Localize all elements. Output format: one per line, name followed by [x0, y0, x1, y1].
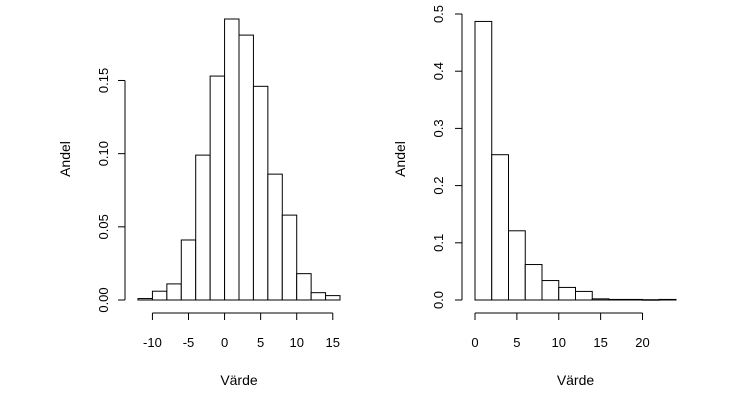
histogram-bar [180, 239, 197, 301]
y-tick-label: 0.3 [431, 119, 446, 137]
histogram-bar [325, 295, 341, 301]
y-tick-label: 0.4 [431, 62, 446, 80]
histogram-bar [224, 18, 240, 301]
x-tick-label: 20 [635, 335, 649, 350]
histogram-bar [491, 154, 509, 301]
histogram-bar [642, 299, 660, 301]
histogram-bar [195, 154, 211, 301]
histogram-bar [508, 230, 526, 301]
y-axis-title: Andel [57, 141, 73, 177]
histogram-bar [296, 273, 312, 301]
y-tick-label: 0.0 [431, 291, 446, 309]
x-tick-label: 15 [326, 335, 340, 350]
y-tick-label: 0.00 [96, 287, 111, 312]
histogram-bar [310, 292, 327, 301]
histogram-bar [524, 264, 543, 301]
histogram-bar [575, 290, 593, 301]
histogram-bar [558, 286, 576, 301]
histogram-bar [137, 298, 153, 301]
y-tick-label: 0.2 [431, 177, 446, 195]
x-tick-label: 5 [257, 335, 264, 350]
histogram-bar [252, 85, 269, 301]
y-tick-label: 0.05 [96, 214, 111, 239]
y-axis-title: Andel [392, 141, 408, 177]
y-tick-label: 0.5 [431, 5, 446, 23]
x-tick-label: -5 [183, 335, 195, 350]
histogram-bar [238, 34, 254, 301]
x-tick-label: 15 [593, 335, 607, 350]
histogram-bar [591, 298, 610, 301]
x-tick-label: -10 [143, 335, 162, 350]
histogram-bar [267, 173, 283, 301]
histogram-bar [166, 283, 182, 301]
x-tick-label: 10 [289, 335, 303, 350]
histogram-bar [474, 20, 493, 301]
histogram-bar [209, 75, 226, 301]
x-axis-title: Värde [557, 372, 595, 388]
y-tick-label: 0.10 [96, 141, 111, 166]
x-tick-label: 10 [552, 335, 566, 350]
histogram-bar [281, 214, 298, 301]
y-tick-label: 0.15 [96, 68, 111, 93]
right-histogram-panel: 0 5 10 15 20 0.0 0.1 0.2 0.3 0.4 0.5 Värde Andel [392, 5, 677, 388]
histogram-bar [658, 298, 677, 301]
x-axis-title: Värde [220, 372, 258, 388]
x-tick-label: 0 [221, 335, 228, 350]
left-histogram-panel: -10 -5 0 5 10 15 0.00 0.05 0.10 0.15 Värde Andel [57, 18, 341, 388]
histogram-bar [625, 298, 643, 301]
histogram-bar [151, 290, 168, 301]
histogram-bar [608, 298, 627, 301]
y-tick-label: 0.1 [431, 234, 446, 252]
histogram-bar [541, 280, 560, 301]
x-tick-label: 5 [513, 335, 520, 350]
x-tick-label: 0 [471, 335, 478, 350]
